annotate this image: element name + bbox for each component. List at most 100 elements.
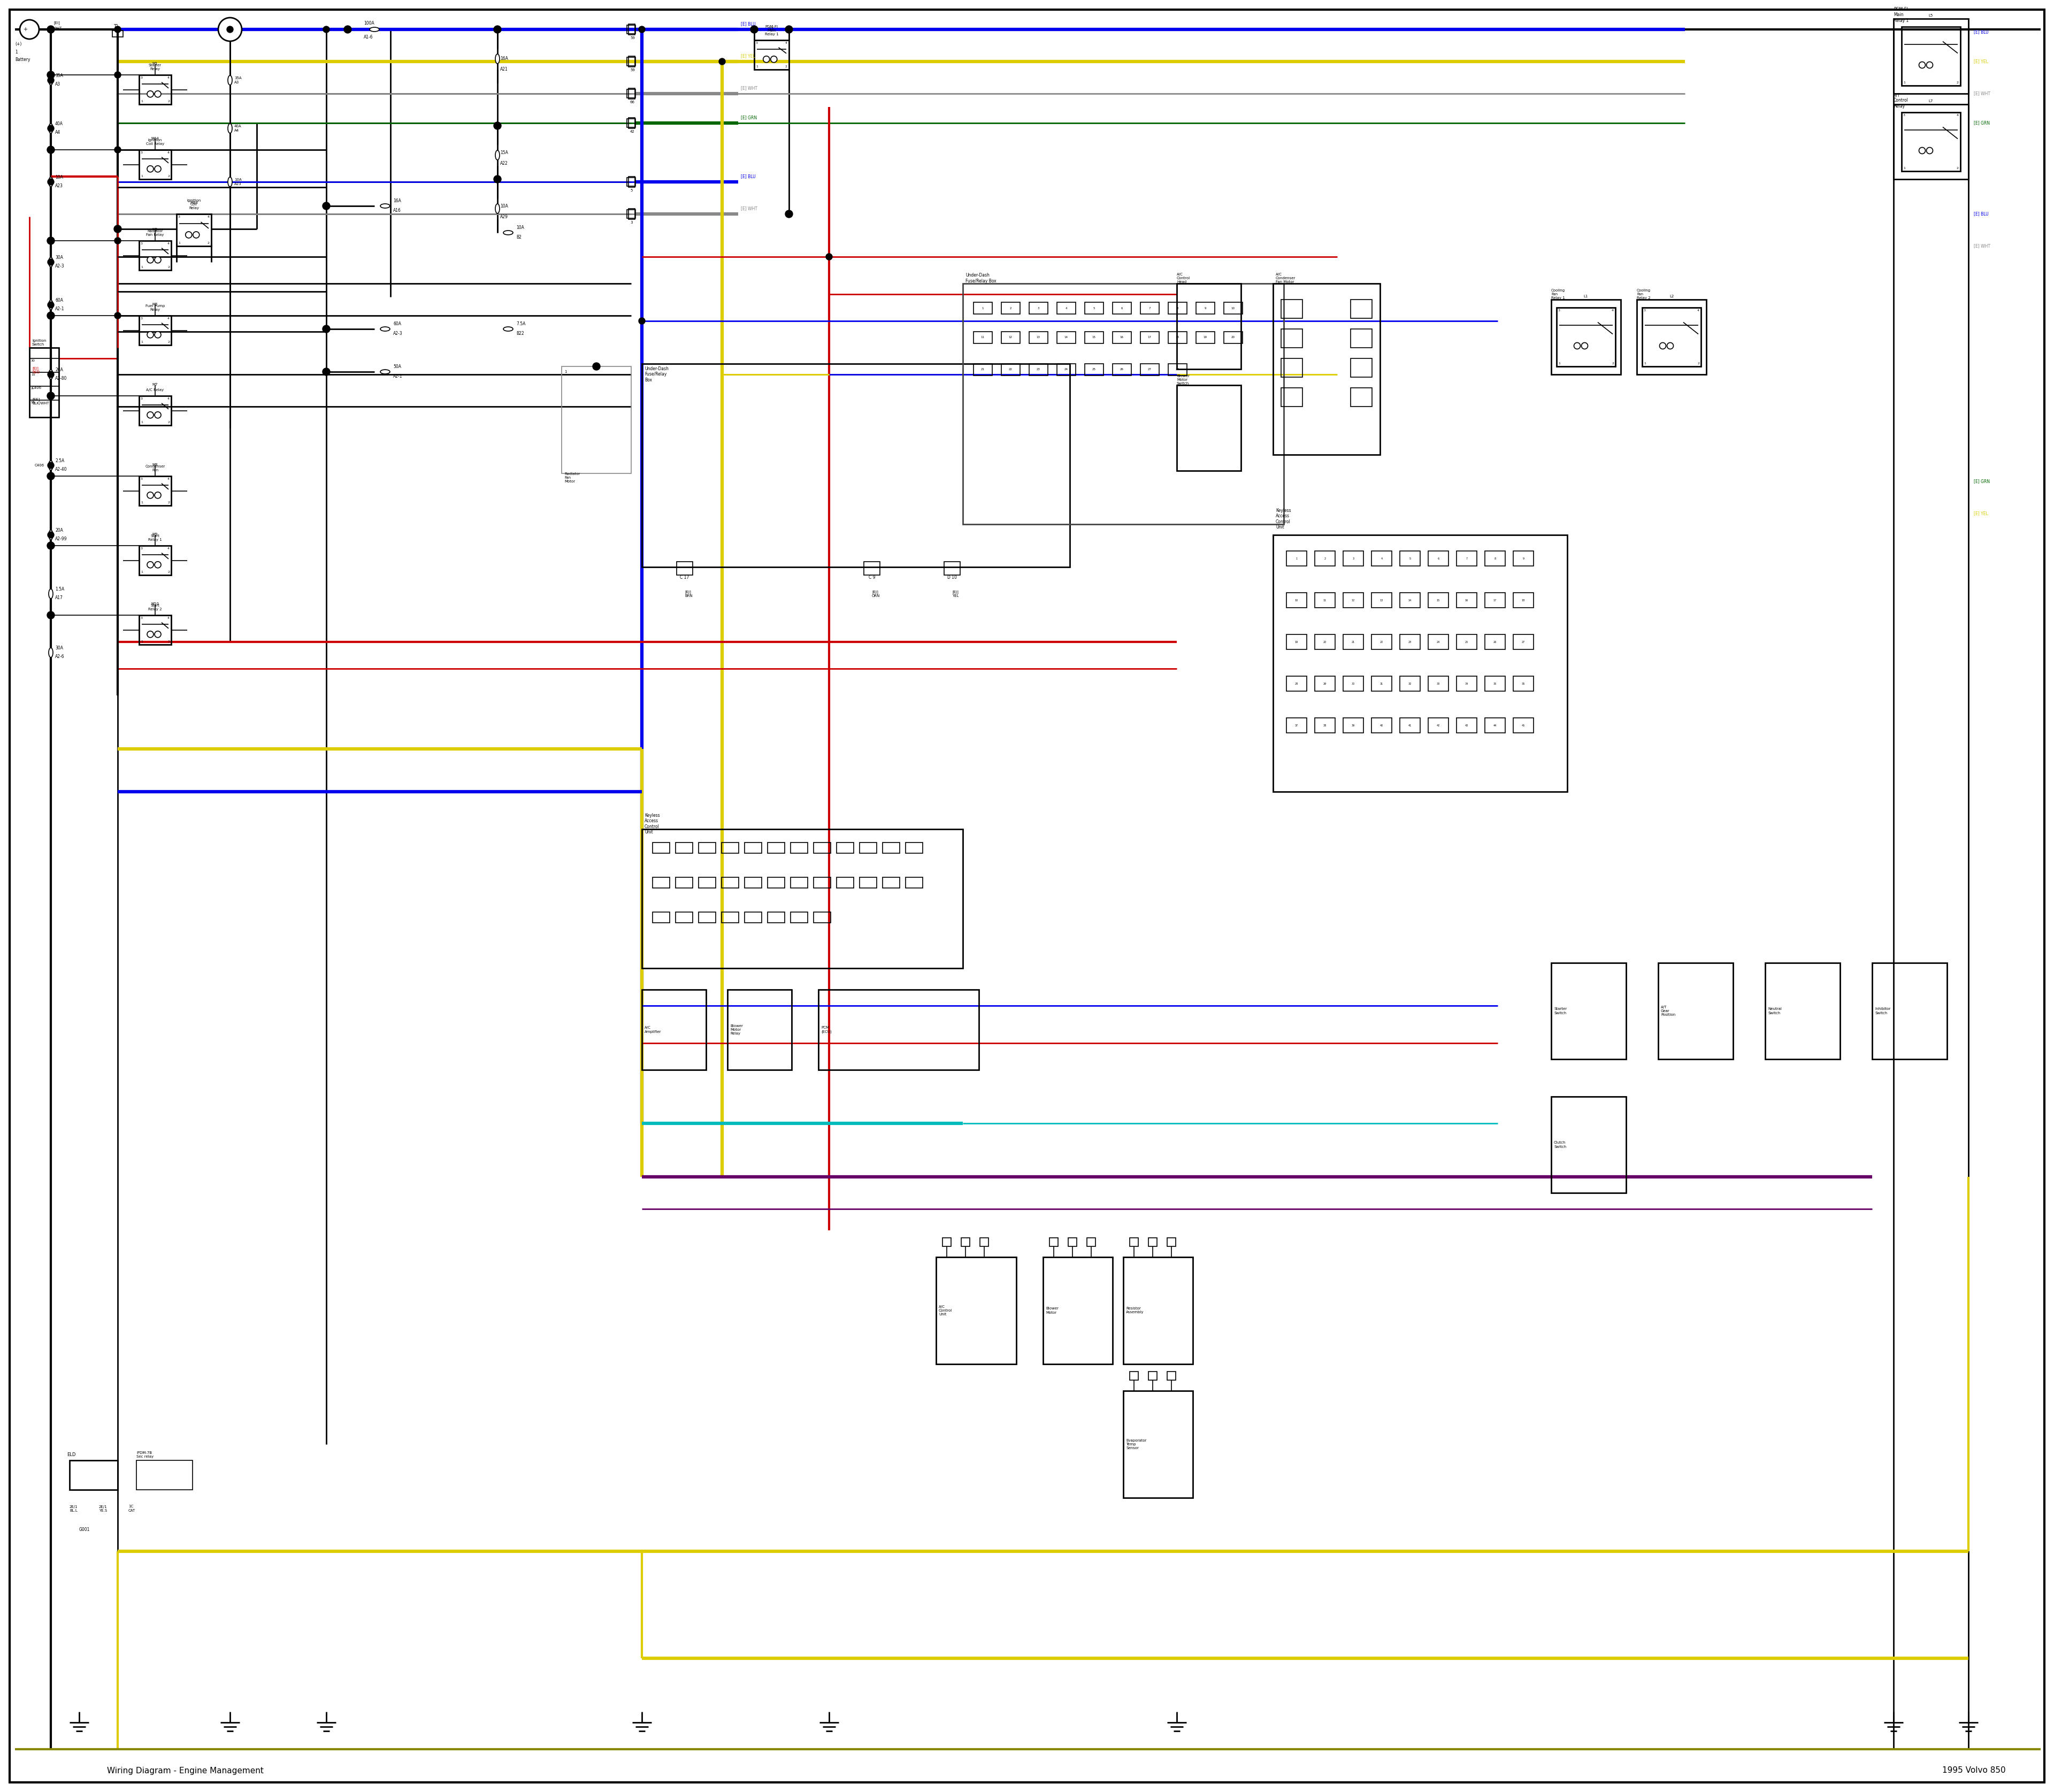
Circle shape: [47, 258, 53, 265]
Text: 13: 13: [1380, 599, 1382, 602]
Bar: [1315, 719, 1335, 733]
Text: 20: 20: [1230, 337, 1234, 339]
Bar: [1148, 1238, 1156, 1247]
Text: 39: 39: [1352, 724, 1356, 728]
Ellipse shape: [49, 461, 53, 470]
Bar: [1894, 18, 1968, 93]
Text: Cooling
Fan
Relay 1: Cooling Fan Relay 1: [1551, 289, 1565, 299]
Bar: [1343, 634, 1364, 649]
Bar: [1637, 299, 1707, 375]
Bar: [1352, 299, 1372, 319]
Text: 1995 Volvo 850: 1995 Volvo 850: [1943, 1767, 2007, 1774]
Bar: [626, 210, 635, 219]
Text: 18: 18: [1175, 337, 1179, 339]
Bar: [1315, 593, 1335, 607]
Circle shape: [1927, 61, 1933, 68]
Bar: [629, 118, 635, 129]
Text: 1: 1: [140, 502, 142, 504]
Bar: [1130, 1371, 1138, 1380]
Bar: [1177, 283, 1241, 369]
Text: 3: 3: [140, 242, 144, 246]
Text: 16A: 16A: [499, 56, 507, 61]
Bar: [721, 878, 739, 889]
Text: 25: 25: [1093, 369, 1095, 371]
Bar: [1658, 962, 1734, 1059]
Text: 3: 3: [140, 151, 144, 154]
Circle shape: [1918, 61, 1925, 68]
Circle shape: [154, 493, 160, 498]
Bar: [1352, 358, 1372, 376]
Text: [E] BLU: [E] BLU: [1974, 211, 1988, 217]
Text: [E] YEL: [E] YEL: [1974, 511, 1988, 516]
Circle shape: [493, 25, 501, 34]
Bar: [629, 23, 635, 34]
Text: 14: 14: [1064, 337, 1068, 339]
Text: Radiator
Fan
Motor: Radiator Fan Motor: [565, 473, 579, 484]
Text: 3: 3: [140, 317, 144, 321]
Bar: [1140, 332, 1158, 344]
Text: Blower
Motor
Relay: Blower Motor Relay: [729, 1025, 744, 1036]
Bar: [561, 366, 631, 473]
Circle shape: [148, 493, 154, 498]
Text: 41: 41: [1409, 724, 1411, 728]
Circle shape: [115, 238, 121, 244]
Circle shape: [764, 56, 770, 63]
Bar: [698, 912, 715, 923]
Bar: [974, 364, 992, 376]
Text: 1.5A: 1.5A: [55, 588, 64, 591]
Bar: [943, 1238, 951, 1247]
Text: M5: M5: [152, 228, 158, 231]
Text: M9: M9: [152, 532, 158, 536]
Bar: [768, 912, 785, 923]
Bar: [859, 842, 877, 853]
Bar: [1140, 364, 1158, 376]
Bar: [1428, 634, 1448, 649]
Text: 2: 2: [1957, 167, 1960, 170]
Bar: [1902, 27, 1960, 86]
Bar: [1401, 719, 1419, 733]
Bar: [1085, 303, 1103, 314]
Text: IPDM-7B
Sec relay: IPDM-7B Sec relay: [136, 1452, 154, 1459]
Bar: [140, 545, 170, 575]
Bar: [1428, 550, 1448, 566]
Circle shape: [47, 72, 55, 79]
Bar: [1148, 1371, 1156, 1380]
Circle shape: [148, 412, 154, 418]
Bar: [1352, 387, 1372, 407]
Text: 1: 1: [140, 265, 142, 269]
Circle shape: [47, 237, 55, 244]
Bar: [813, 912, 830, 923]
Ellipse shape: [49, 258, 53, 267]
Text: 11: 11: [1323, 599, 1327, 602]
Text: 43: 43: [1465, 724, 1469, 728]
Bar: [1764, 962, 1840, 1059]
Text: 3: 3: [631, 220, 633, 224]
Bar: [1428, 593, 1448, 607]
Text: A2-40: A2-40: [55, 468, 68, 471]
Text: B22: B22: [516, 332, 524, 335]
Text: 2: 2: [207, 242, 210, 244]
Bar: [1551, 962, 1627, 1059]
Text: 14: 14: [1409, 599, 1411, 602]
Bar: [727, 989, 791, 1070]
Circle shape: [113, 226, 121, 233]
Text: 7.5A: 7.5A: [516, 321, 526, 326]
Bar: [974, 303, 992, 314]
Text: Under-Dash
Fuse/Relay
Box: Under-Dash Fuse/Relay Box: [645, 367, 668, 382]
Bar: [1557, 308, 1614, 366]
Bar: [629, 56, 635, 66]
Bar: [1058, 332, 1076, 344]
Text: Keyless
Access
Control
Unit: Keyless Access Control Unit: [645, 814, 659, 835]
Text: 2: 2: [168, 265, 170, 269]
Bar: [817, 989, 980, 1070]
Text: 33: 33: [1436, 683, 1440, 685]
Bar: [1002, 332, 1021, 344]
Bar: [980, 1238, 988, 1247]
Bar: [177, 213, 212, 246]
Circle shape: [322, 202, 331, 210]
Bar: [1456, 676, 1477, 692]
Bar: [140, 75, 170, 104]
Text: A2-3: A2-3: [55, 263, 64, 269]
Text: 40: 40: [1380, 724, 1382, 728]
Text: A2-3: A2-3: [392, 332, 403, 335]
